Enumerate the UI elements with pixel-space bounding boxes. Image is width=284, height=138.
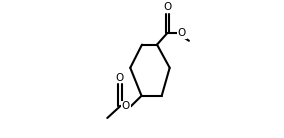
Text: O: O — [178, 28, 186, 38]
Text: O: O — [163, 2, 172, 12]
Text: O: O — [122, 101, 130, 111]
Text: O: O — [116, 73, 124, 83]
